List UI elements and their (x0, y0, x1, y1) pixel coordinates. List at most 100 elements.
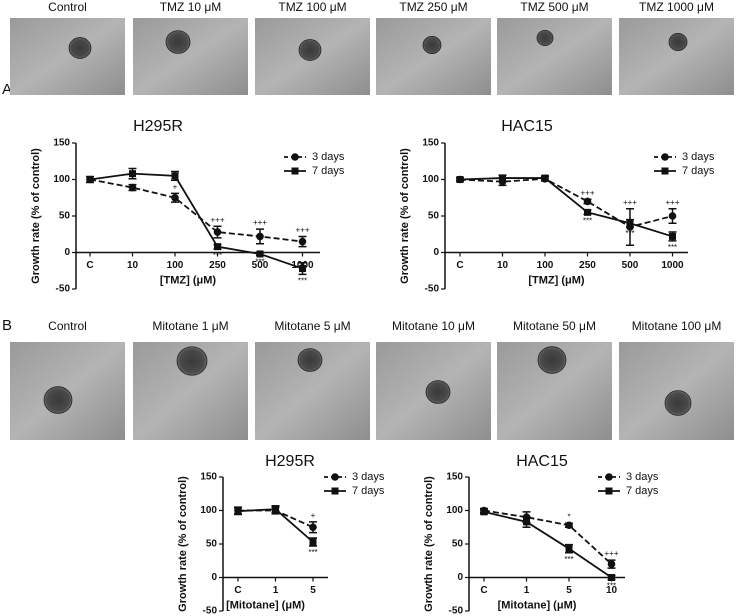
data-point (171, 172, 179, 180)
data-point (298, 237, 307, 246)
y-tick-label: 100 (422, 174, 439, 185)
x-tick-label: 500 (252, 260, 269, 271)
significance: + (311, 511, 316, 520)
series-line (89, 172, 303, 270)
y-tick-label: 100 (446, 505, 463, 516)
data-point (584, 208, 591, 216)
legend-label: 3 days (312, 151, 345, 163)
significance: +++ (604, 549, 618, 558)
spheroid (176, 346, 208, 376)
x-tick-label: 500 (622, 260, 639, 271)
image-label: TMZ 250 μM (399, 0, 467, 14)
series-line (483, 510, 613, 579)
legend-marker (291, 167, 299, 175)
image-label: Control (48, 319, 87, 333)
y-tick-label: 0 (433, 247, 439, 258)
y-tick-label: 100 (200, 505, 217, 516)
x-tick-label: C (480, 585, 487, 596)
series-line (483, 509, 613, 565)
data-point (86, 176, 94, 183)
data-point (234, 507, 242, 515)
legend-label: 3 days (626, 471, 659, 483)
data-point (456, 176, 464, 183)
significance: +++ (253, 218, 267, 227)
legend-label: 7 days (352, 485, 385, 497)
y-axis-label: Growth rate (% of control) (399, 148, 411, 284)
data-point (213, 228, 222, 236)
significance: *** (607, 582, 616, 591)
chart-title: H295R (265, 453, 315, 470)
chart-title: HAC15 (501, 118, 553, 135)
data-point (583, 197, 592, 206)
x-tick-label: 10 (497, 260, 509, 271)
significance: *** (308, 548, 317, 557)
spheroid (664, 390, 692, 416)
data-point (669, 232, 676, 240)
data-point (309, 538, 317, 546)
data-point (626, 219, 634, 227)
legend-label: 3 days (352, 471, 385, 483)
data-point (299, 265, 306, 273)
y-tick-label: 50 (452, 539, 464, 550)
x-tick-label: 10 (606, 585, 618, 596)
data-point (541, 174, 549, 182)
series-line (459, 177, 673, 228)
data-point (608, 574, 615, 581)
legend-label: 7 days (682, 165, 715, 177)
legend-label: 7 days (626, 485, 659, 497)
data-point (214, 243, 221, 251)
x-tick-label: 1 (273, 585, 279, 596)
data-point (256, 250, 264, 258)
spheroid (297, 348, 323, 372)
image-label: Mitotane 1 μM (152, 319, 228, 333)
legend-label: 3 days (682, 151, 715, 163)
spheroid (536, 29, 554, 46)
y-tick-label: 100 (53, 174, 70, 185)
x-tick-label: 5 (310, 585, 316, 596)
x-tick-label: C (86, 260, 93, 271)
legend-marker (605, 473, 613, 481)
y-tick-label: 0 (457, 572, 463, 583)
data-point (272, 505, 279, 513)
significance: +++ (295, 226, 309, 235)
y-tick-label: -50 (425, 284, 440, 295)
y-tick-label: 150 (200, 472, 217, 483)
data-point (480, 508, 488, 516)
y-tick-label: 50 (428, 211, 440, 222)
spheroid (165, 30, 191, 54)
legend-marker (331, 473, 339, 481)
x-axis-label: [Mitotane] (μM) (226, 599, 305, 611)
x-tick-label: C (456, 260, 463, 271)
micrograph (133, 18, 248, 95)
y-axis-label: Growth rate (% of control) (423, 476, 435, 612)
panel-label: A (2, 81, 12, 98)
significance: *** (583, 217, 592, 226)
significance: +++ (580, 188, 594, 197)
data-point (499, 174, 506, 182)
image-label: Mitotane 100 μM (632, 319, 722, 333)
significance: *** (255, 258, 264, 267)
image-label: Mitotane 5 μM (274, 319, 350, 333)
spheroid (68, 37, 92, 59)
spheroid (422, 36, 442, 54)
data-point (171, 193, 179, 202)
chart-title: HAC15 (516, 453, 568, 470)
micrograph (497, 18, 612, 95)
series-line (459, 177, 673, 238)
y-tick-label: -50 (449, 606, 464, 616)
legend-marker (605, 487, 613, 495)
significance: *** (213, 251, 222, 260)
significance: *** (298, 277, 307, 286)
legend-marker (331, 487, 339, 495)
chart-title: H295R (133, 118, 183, 135)
x-tick-label: C (234, 585, 241, 596)
spheroid (43, 386, 73, 414)
y-tick-label: 50 (59, 211, 71, 222)
x-tick-label: 100 (167, 260, 184, 271)
legend-marker (661, 153, 669, 161)
micrograph (376, 18, 491, 95)
y-tick-label: -50 (56, 284, 71, 295)
y-tick-label: 0 (211, 572, 217, 583)
data-point (668, 212, 677, 220)
y-tick-label: 0 (64, 247, 70, 258)
